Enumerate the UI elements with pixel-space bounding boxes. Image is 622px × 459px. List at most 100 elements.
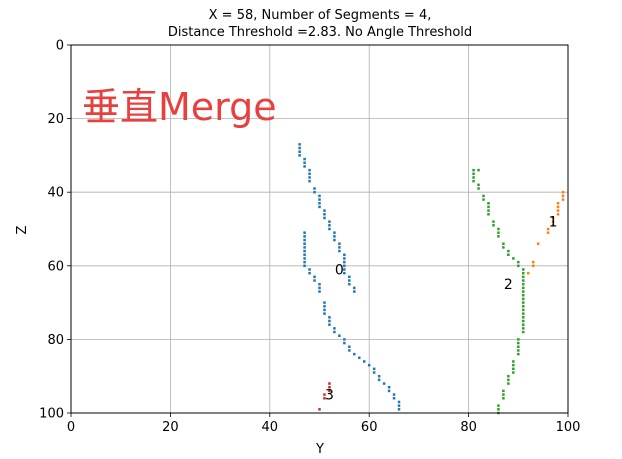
data-point [303, 249, 306, 253]
data-point [328, 385, 331, 389]
x-tick-label: 0 [67, 420, 75, 435]
data-point [512, 360, 515, 363]
data-point [308, 176, 311, 179]
data-point [507, 374, 510, 378]
data-point [303, 260, 306, 264]
data-point [497, 227, 500, 231]
data-point [517, 349, 520, 352]
data-point [298, 146, 301, 150]
data-point [333, 235, 336, 238]
data-point [362, 360, 366, 363]
chart-title-line2: Distance Threshold =2.83. No Angle Thres… [168, 25, 472, 40]
data-point [522, 327, 525, 330]
data-point [522, 282, 525, 286]
data-point [517, 260, 520, 264]
data-point [333, 327, 336, 330]
data-point [318, 201, 321, 205]
data-point [487, 213, 490, 216]
data-point [522, 330, 525, 334]
data-point [526, 271, 530, 275]
data-point [348, 349, 351, 352]
data-point [343, 264, 346, 268]
data-point [482, 194, 485, 198]
data-point [333, 330, 336, 334]
y-tick-label: 100 [39, 407, 64, 422]
data-point [472, 179, 475, 183]
segment-0-points [298, 143, 401, 411]
data-point [561, 190, 565, 194]
data-point [323, 209, 326, 212]
data-point [313, 275, 316, 279]
data-point [323, 216, 326, 220]
data-point [556, 209, 560, 212]
data-point [502, 246, 505, 249]
data-point [392, 397, 396, 400]
segment-2-points [472, 168, 525, 415]
data-point [348, 275, 351, 279]
data-point [303, 157, 306, 161]
x-tick-label: 40 [262, 420, 279, 435]
y-tick-label: 40 [47, 186, 64, 201]
x-tick-label: 20 [162, 420, 179, 435]
data-point [303, 257, 306, 260]
data-point [328, 323, 331, 326]
data-point [522, 268, 525, 271]
data-point [497, 408, 500, 411]
data-point [522, 301, 525, 304]
data-point [318, 198, 321, 201]
data-point [333, 238, 336, 242]
data-point [502, 393, 505, 396]
data-point [472, 168, 475, 172]
chart-title-line1: X = 58, Number of Segments = 4, [209, 8, 432, 23]
data-point [313, 190, 316, 194]
y-tick-label: 0 [56, 39, 64, 54]
data-point [502, 242, 505, 245]
data-point [353, 290, 356, 293]
data-point [522, 275, 525, 279]
data-point [492, 224, 495, 227]
data-point [551, 220, 555, 223]
data-point [502, 389, 505, 393]
data-point [303, 165, 306, 168]
data-point [348, 282, 351, 286]
segment-label: 3 [325, 388, 334, 404]
data-point [303, 242, 306, 245]
data-point [546, 227, 550, 231]
data-point [372, 371, 376, 374]
data-point [343, 338, 346, 341]
data-point [308, 168, 311, 172]
y-tick-label: 20 [47, 112, 64, 127]
segment-label: 0 [335, 262, 344, 278]
data-point [328, 389, 331, 393]
data-point [522, 308, 525, 312]
data-point [487, 201, 490, 205]
data-point [517, 338, 520, 341]
data-point [303, 253, 306, 257]
data-point [343, 341, 346, 345]
data-point [531, 260, 535, 264]
segment-labels: 0 1 2 3 [325, 215, 558, 404]
data-point [522, 286, 525, 290]
data-point [392, 393, 396, 396]
data-point [308, 268, 311, 271]
segment-label: 2 [504, 277, 513, 293]
data-point [477, 168, 480, 172]
data-point [551, 224, 555, 227]
data-point [517, 264, 520, 268]
data-point [382, 382, 386, 385]
data-point [556, 201, 560, 205]
data-point [377, 374, 381, 378]
data-point [522, 319, 525, 323]
data-point [308, 179, 311, 183]
data-point [556, 213, 560, 216]
data-point [338, 242, 341, 245]
data-point [308, 271, 311, 275]
data-point [522, 316, 525, 319]
segment-1-points [526, 190, 565, 275]
data-point [303, 246, 306, 249]
data-point [318, 194, 321, 198]
data-point [531, 264, 535, 268]
data-point [507, 382, 510, 385]
data-point [387, 389, 391, 393]
